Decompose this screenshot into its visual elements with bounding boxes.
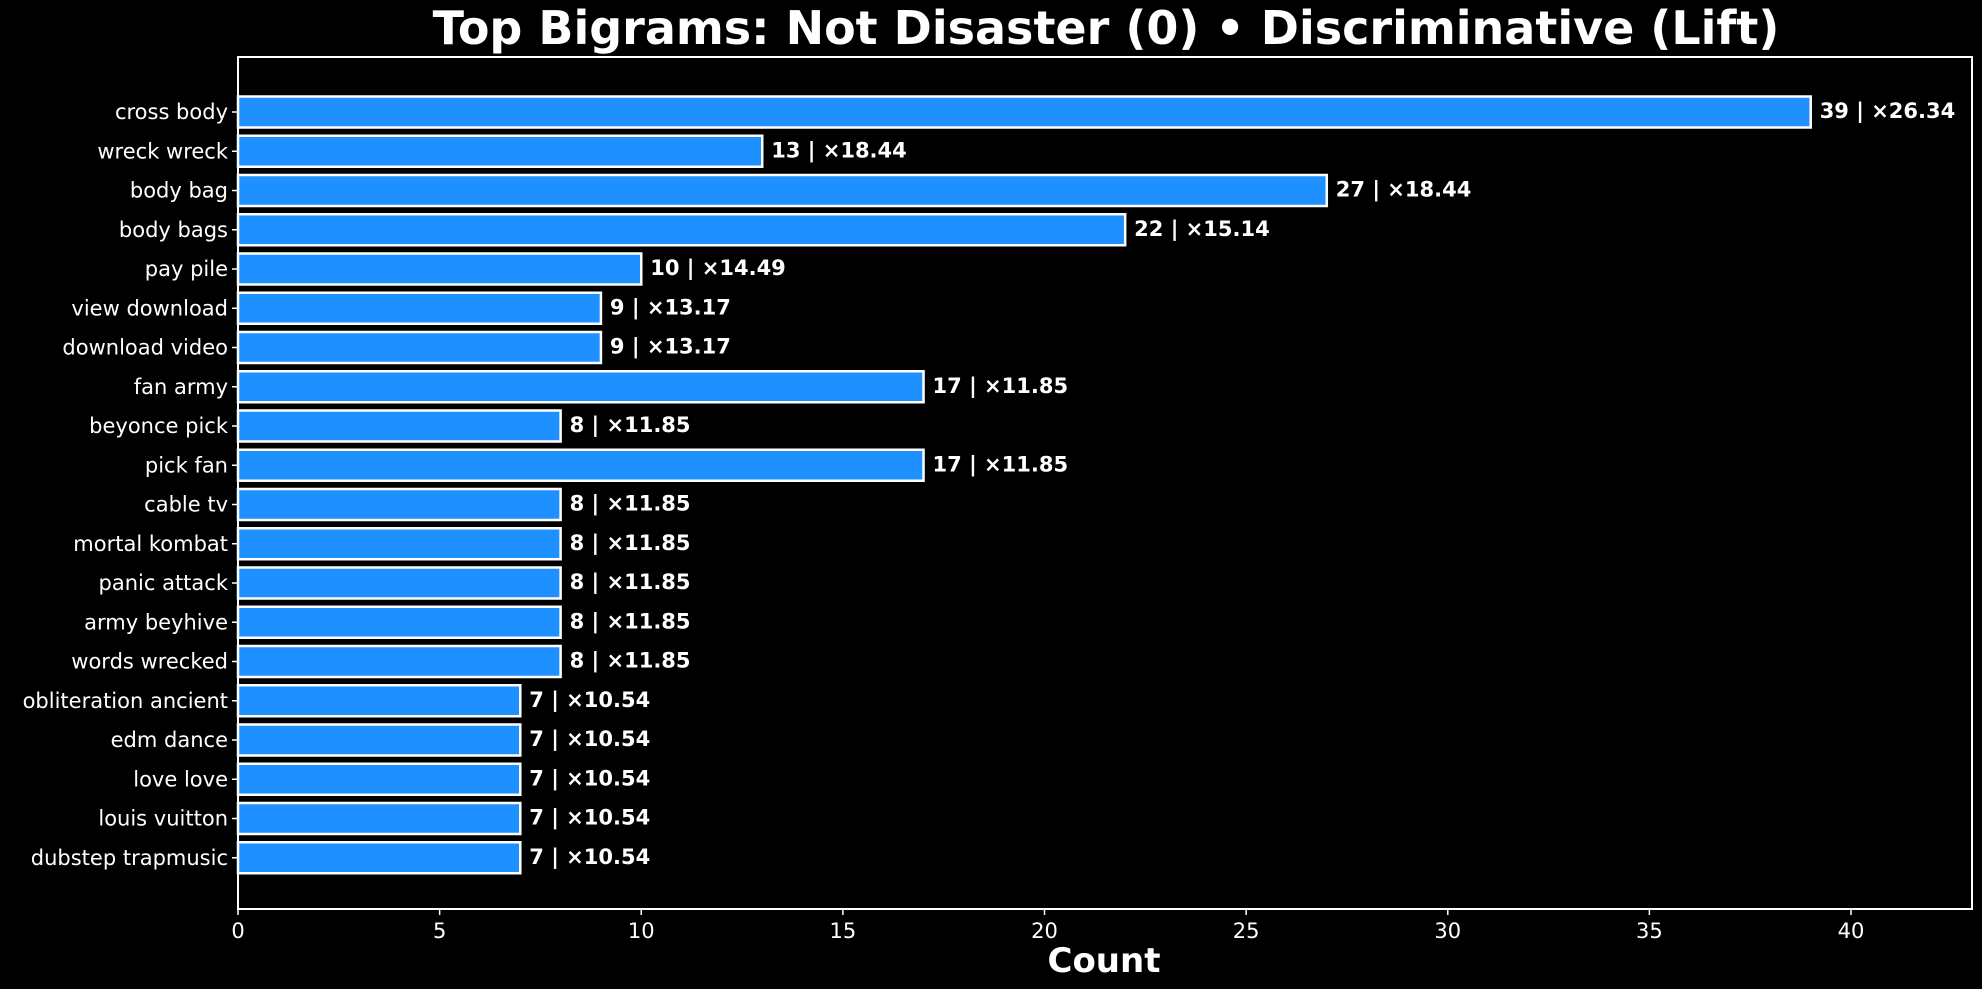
data-label: 7 | ×10.54 [529,766,650,791]
plot-frame [237,56,1973,910]
y-tick-label: pay pile [145,257,228,281]
y-tick-label: cross body [115,100,228,124]
x-tick-label: 40 [1838,919,1865,943]
bar [236,252,643,286]
y-tick-label: edm dance [111,728,228,752]
data-label: 8 | ×11.85 [570,570,691,595]
y-tick-label: obliteration ancient [23,689,228,713]
y-tick-label: download video [62,336,228,360]
y-tick-labels: cross body wreck wreck body bag body bags pa… [23,100,238,870]
x-tick-label: 30 [1434,919,1461,943]
bar [236,448,925,482]
data-label: 17 | ×11.85 [933,452,1069,477]
bar [236,291,603,325]
bar [236,330,603,365]
y-tick-label: body bags [119,218,228,242]
bar [236,566,562,600]
data-label: 13 | ×18.44 [771,138,907,163]
y-tick-label: beyonce pick [89,414,229,438]
data-label: 7 | ×10.54 [529,688,650,713]
y-tick-label: cable tv [144,493,228,517]
bar [236,723,522,757]
data-label: 9 | ×13.17 [610,335,731,360]
y-tick-label: louis vuitton [98,807,228,831]
y-tick-label: view download [71,296,228,320]
x-tick-label: 10 [628,919,655,943]
y-tick-label: mortal kombat [73,532,228,556]
x-axis-label: Count [1048,941,1161,981]
data-label: 22 | ×15.14 [1134,217,1270,242]
bar [236,801,522,836]
data-label: 7 | ×10.54 [529,845,650,870]
y-tick-label: panic attack [99,571,229,595]
bar [236,487,562,522]
x-tick-label: 35 [1636,919,1663,943]
y-tick-label: love love [133,767,228,791]
data-label: 17 | ×11.85 [933,374,1069,399]
x-axis-ticks: 0 5 10 15 20 25 30 35 40 [231,909,1864,943]
bar [236,644,562,679]
bar [236,841,522,875]
data-label: 27 | ×18.44 [1336,178,1472,203]
y-tick-label: pick fan [145,453,228,477]
bar [236,527,562,561]
x-tick-label: 15 [830,919,857,943]
data-label: 7 | ×10.54 [529,806,650,831]
y-tick-label: words wrecked [71,650,228,674]
data-labels: 39 | ×26.34 13 | ×18.44 27 | ×18.44 22 | ×1… [529,99,1955,870]
bar [236,134,764,168]
bar [236,173,1329,208]
bar [236,95,1812,129]
bar [236,370,925,404]
data-label: 8 | ×11.85 [570,492,691,517]
x-tick-label: 5 [433,919,446,943]
y-tick-label: wreck wreck [97,139,228,163]
data-label: 7 | ×10.54 [529,727,650,752]
data-label: 39 | ×26.34 [1820,99,1956,124]
data-label: 8 | ×11.85 [570,531,691,556]
bars-layer [236,95,1812,875]
bar [236,605,562,639]
bar [236,213,1127,247]
data-label: 8 | ×11.85 [570,413,691,438]
chart-title: Top Bigrams: Not Disaster (0) • Discrimi… [433,1,1780,55]
x-tick-label: 20 [1031,919,1058,943]
y-tick-label: body bag [130,179,228,203]
data-label: 8 | ×11.85 [570,609,691,634]
bar [236,762,522,796]
y-tick-label: army beyhive [84,610,228,634]
data-label: 8 | ×11.85 [570,649,691,674]
x-tick-label: 25 [1233,919,1260,943]
bar [236,684,522,718]
y-tick-label: fan army [134,375,228,399]
data-label: 9 | ×13.17 [610,295,731,320]
y-tick-label: dubstep trapmusic [31,846,228,870]
x-tick-label: 0 [231,919,244,943]
bar [236,409,562,443]
data-label: 10 | ×14.49 [650,256,786,281]
